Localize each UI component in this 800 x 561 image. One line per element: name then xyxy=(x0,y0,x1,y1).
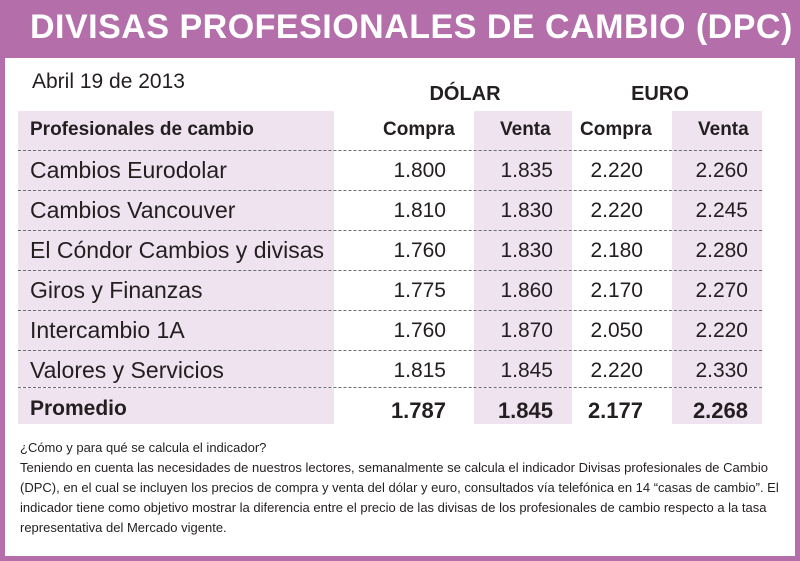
average-dolar-compra: 1.787 xyxy=(390,398,446,423)
average-dolar-venta: 1.845 xyxy=(497,398,553,423)
shade-total-dolar-venta xyxy=(474,388,572,424)
column-header-dolar-venta: Venta xyxy=(500,119,551,140)
row-divider xyxy=(18,350,762,351)
exchange-name: Valores y Servicios xyxy=(30,357,224,383)
exchange-name: Giros y Finanzas xyxy=(30,277,203,303)
row-divider xyxy=(18,150,762,151)
row-divider xyxy=(18,387,762,388)
row-divider xyxy=(18,230,762,231)
column-header-dolar-compra: Compra xyxy=(383,119,455,140)
euro-venta-value: 2.280 xyxy=(695,239,748,262)
column-header-euro-compra: Compra xyxy=(580,119,652,140)
dolar-compra-value: 1.760 xyxy=(393,239,446,262)
dolar-compra-value: 1.775 xyxy=(393,279,446,302)
euro-compra-value: 2.170 xyxy=(590,279,643,302)
column-header-name: Profesionales de cambio xyxy=(30,119,254,140)
row-divider xyxy=(18,270,762,271)
dolar-compra-value: 1.800 xyxy=(393,159,446,182)
table-row: Cambios Eurodolar 1.800 1.835 2.220 2.26… xyxy=(18,151,762,191)
euro-venta-value: 2.220 xyxy=(695,319,748,342)
note-body: Teniendo en cuenta las necesidades de nu… xyxy=(20,460,779,535)
dolar-venta-value: 1.830 xyxy=(500,239,553,262)
column-header-euro-venta: Venta xyxy=(698,119,749,140)
shade-total-euro-venta xyxy=(672,388,762,424)
row-divider xyxy=(18,190,762,191)
shade-dolar-venta-column xyxy=(474,111,572,387)
table-row: Valores y Servicios 1.815 1.845 2.220 2.… xyxy=(18,351,762,391)
dolar-venta-value: 1.830 xyxy=(500,199,553,222)
euro-venta-value: 2.260 xyxy=(695,159,748,182)
dolar-venta-value: 1.845 xyxy=(500,359,553,382)
table-header: Profesionales de cambio Compra Venta Com… xyxy=(18,111,762,151)
table-row: El Cóndor Cambios y divisas 1.760 1.830 … xyxy=(18,231,762,271)
group-header-euro: EURO xyxy=(631,83,689,105)
euro-compra-value: 2.050 xyxy=(590,319,643,342)
dolar-venta-value: 1.870 xyxy=(500,319,553,342)
dolar-compra-value: 1.815 xyxy=(393,359,446,382)
average-euro-compra: 2.177 xyxy=(587,398,643,423)
row-divider xyxy=(18,310,762,311)
table-row: Cambios Vancouver 1.810 1.830 2.220 2.24… xyxy=(18,191,762,231)
exchange-name: Cambios Vancouver xyxy=(30,197,236,223)
exchange-name: Intercambio 1A xyxy=(30,317,185,343)
table-row: Intercambio 1A 1.760 1.870 2.050 2.220 xyxy=(18,311,762,351)
table-row: Giros y Finanzas 1.775 1.860 2.170 2.270 xyxy=(18,271,762,311)
group-header-dolar: DÓLAR xyxy=(429,83,501,105)
page-title: DIVISAS PROFESIONALES DE CAMBIO (DPC) xyxy=(30,8,793,46)
euro-compra-value: 2.220 xyxy=(590,159,643,182)
report-date: Abril 19 de 2013 xyxy=(32,70,185,93)
euro-venta-value: 2.245 xyxy=(695,199,748,222)
average-euro-venta: 2.268 xyxy=(692,398,748,423)
euro-compra-value: 2.220 xyxy=(590,359,643,382)
dolar-compra-value: 1.760 xyxy=(393,319,446,342)
euro-venta-value: 2.330 xyxy=(695,359,748,382)
shade-name-column xyxy=(18,111,334,387)
euro-compra-value: 2.220 xyxy=(590,199,643,222)
shade-euro-venta-column xyxy=(672,111,762,387)
euro-compra-value: 2.180 xyxy=(590,239,643,262)
average-row: Promedio 1.787 1.845 2.177 2.268 xyxy=(18,390,762,430)
note-question: ¿Cómo y para qué se calcula el indicador… xyxy=(20,440,267,455)
exchange-name: Cambios Eurodolar xyxy=(30,157,227,183)
average-label: Promedio xyxy=(30,397,127,420)
shade-total-name xyxy=(18,388,334,424)
dolar-venta-value: 1.835 xyxy=(500,159,553,182)
title-banner: DIVISAS PROFESIONALES DE CAMBIO (DPC) xyxy=(0,0,800,58)
euro-venta-value: 2.270 xyxy=(695,279,748,302)
dolar-venta-value: 1.860 xyxy=(500,279,553,302)
dolar-compra-value: 1.810 xyxy=(393,199,446,222)
exchange-name: El Cóndor Cambios y divisas xyxy=(30,237,325,263)
